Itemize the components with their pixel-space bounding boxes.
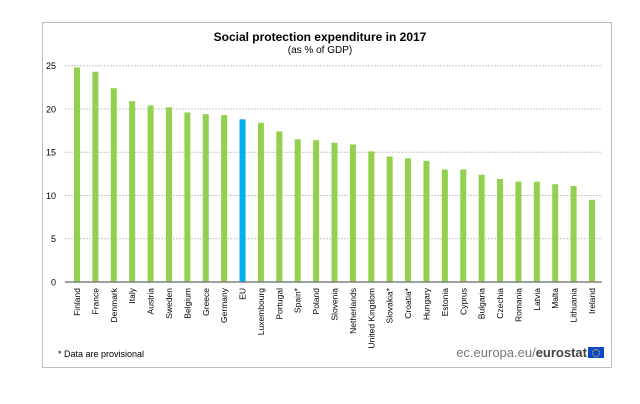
x-tick-label: Slovenia xyxy=(330,288,340,321)
x-tick-label: Portugal xyxy=(274,288,284,320)
eu-flag-icon xyxy=(588,347,604,358)
x-tick-label: Slovakia* xyxy=(385,287,395,323)
bar xyxy=(552,184,559,282)
x-tick-label: Finland xyxy=(72,288,82,316)
bar xyxy=(386,156,393,282)
y-tick-label: 20 xyxy=(46,104,56,114)
x-tick-label: Czechia xyxy=(495,288,505,319)
footnote: * Data are provisional xyxy=(58,349,145,359)
bar xyxy=(239,119,246,282)
bar xyxy=(294,139,301,282)
y-tick-label: 10 xyxy=(46,191,56,201)
bar xyxy=(478,174,485,282)
bar xyxy=(349,144,356,282)
x-tick-label: Cyprus xyxy=(458,288,468,315)
bar xyxy=(147,105,154,282)
y-tick-label: 5 xyxy=(51,234,56,244)
x-tick-label: Italy xyxy=(127,287,137,303)
x-tick-label: Luxembourg xyxy=(256,288,266,336)
y-tick-label: 0 xyxy=(51,278,56,288)
x-tick-label: Estonia xyxy=(440,288,450,317)
x-tick-label: Sweden xyxy=(164,288,174,319)
x-tick-label: United Kingdom xyxy=(366,288,376,348)
x-tick-label: Croatia* xyxy=(403,287,413,318)
bar xyxy=(276,131,283,282)
bar xyxy=(74,67,80,283)
bar xyxy=(441,169,448,282)
bar xyxy=(129,101,136,282)
bar xyxy=(257,122,264,283)
bar xyxy=(313,140,320,282)
x-tick-label: Romania xyxy=(513,288,523,322)
chart-subtitle: (as % of GDP) xyxy=(287,45,353,56)
bar xyxy=(202,114,209,282)
bar xyxy=(497,179,504,282)
x-tick-label: Germany xyxy=(219,287,229,323)
x-tick-label: France xyxy=(90,288,100,315)
bar xyxy=(589,199,595,282)
bar xyxy=(515,181,522,282)
x-tick-label: Ireland xyxy=(587,288,597,314)
x-tick-label: Belgium xyxy=(182,288,192,319)
bar xyxy=(165,107,172,282)
bar xyxy=(533,181,540,282)
bar xyxy=(368,151,375,282)
x-tick-label: Greece xyxy=(201,288,211,316)
x-tick-label: EU xyxy=(238,288,248,300)
eurostat-logo[interactable]: ec.europa.eu/eurostat xyxy=(456,345,604,360)
bar xyxy=(423,160,430,282)
bar xyxy=(110,88,117,283)
x-tick-label: Hungary xyxy=(421,287,431,320)
x-tick-label: Austria xyxy=(146,288,156,315)
x-tick-label: Spain* xyxy=(293,287,303,313)
bar xyxy=(405,158,412,282)
x-tick-label: Netherlands xyxy=(348,288,358,334)
brand-prefix: ec.europa.eu/ xyxy=(456,345,536,360)
bar xyxy=(92,71,99,282)
bar xyxy=(570,185,577,282)
y-tick-label: 25 xyxy=(46,61,56,71)
bar xyxy=(460,169,467,282)
chart-title: Social protection expenditure in 2017 xyxy=(213,30,427,44)
y-tick-label: 15 xyxy=(46,148,56,158)
bar xyxy=(221,115,228,282)
x-tick-label: Denmark xyxy=(109,287,119,322)
chart-frame xyxy=(42,22,612,368)
x-tick-label: Poland xyxy=(311,288,321,315)
bar xyxy=(184,112,191,282)
x-tick-label: Bulgaria xyxy=(477,288,487,319)
x-tick-label: Lithuania xyxy=(569,288,579,323)
x-tick-label: Latvia xyxy=(532,288,542,311)
brand-name: eurostat xyxy=(535,345,587,360)
bar xyxy=(331,142,338,282)
x-tick-label: Malta xyxy=(550,288,560,309)
